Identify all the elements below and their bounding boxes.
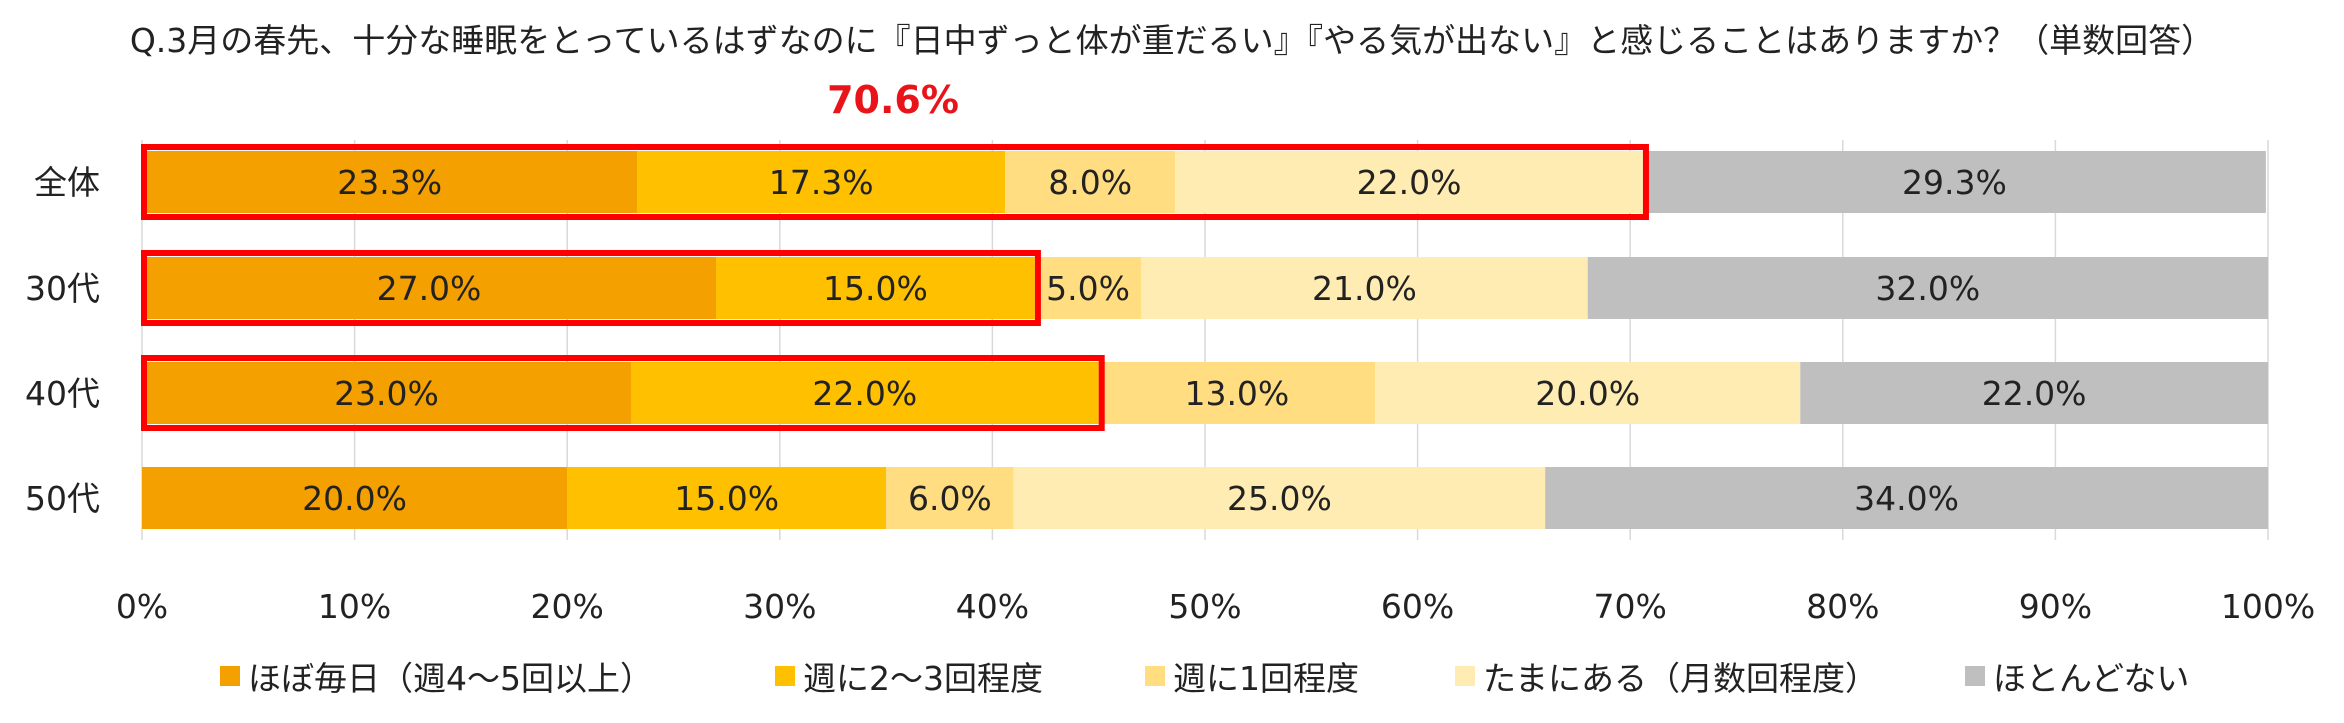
- legend-swatch: [1965, 666, 1985, 686]
- legend-item: 週に2～3回程度: [775, 652, 1043, 700]
- bar-segment: [716, 257, 1035, 319]
- bar-segment: [1005, 151, 1176, 213]
- stacked-bar-chart: 23.3% 17.3% 8.0% 22.0% 29.3% 27.0% 15.0% 5.0% 21…: [25, 140, 2315, 626]
- bar-segment: [142, 257, 717, 319]
- legend-label: 週に2～3回程度: [803, 659, 1043, 698]
- x-tick-label: 60%: [1381, 587, 1454, 626]
- legend-label: 週に1回程度: [1173, 659, 1359, 698]
- x-tick-label: 90%: [2019, 587, 2092, 626]
- bar-segment: [637, 151, 1006, 213]
- chart-title: Q.3月の春先、十分な睡眠をとっているはずなのに『日中ずっと体が重だるい』『やる…: [129, 21, 2215, 60]
- data-label: 29.3%: [1902, 163, 2007, 202]
- legend: ほぼ毎日（週4～5回以上） 週に2～3回程度 週に1回程度 たまにある（月数回程度） ほ…: [220, 652, 2220, 702]
- legend-swatch: [775, 666, 795, 686]
- highlight-box: [141, 250, 1041, 326]
- data-label: 8.0%: [1048, 163, 1132, 202]
- data-label: 20.0%: [302, 479, 407, 518]
- bar-segment: [1545, 467, 2268, 529]
- x-tick-label: 10%: [318, 587, 391, 626]
- legend-swatch: [1145, 666, 1165, 686]
- data-label: 17.3%: [769, 163, 874, 202]
- data-label: 27.0%: [377, 269, 482, 308]
- highlight-boxes: [141, 144, 1649, 431]
- category-label: 40代: [25, 374, 100, 413]
- data-label: 22.0%: [1357, 163, 1462, 202]
- bar-segment: [1141, 257, 1588, 319]
- category-labels: 全体 30代 40代 50代: [25, 163, 100, 518]
- data-label: 15.0%: [823, 269, 928, 308]
- category-label: 全体: [34, 163, 100, 202]
- bar-segment: [1098, 362, 1376, 424]
- legend-label: ほとんどない: [1993, 659, 2190, 698]
- data-label: 13.0%: [1184, 374, 1289, 413]
- data-label: 34.0%: [1854, 479, 1959, 518]
- legend-swatch: [220, 666, 240, 686]
- x-tick-label: 70%: [1594, 587, 1667, 626]
- data-label: 32.0%: [1875, 269, 1980, 308]
- bar-segment: [630, 362, 1099, 424]
- data-label: 5.0%: [1046, 269, 1130, 308]
- data-label: 23.3%: [337, 163, 442, 202]
- x-tick-label: 100%: [2221, 587, 2315, 626]
- data-label: 22.0%: [1982, 374, 2087, 413]
- bar-segment: [142, 151, 638, 213]
- bar-segment: [1800, 362, 2268, 424]
- bar-segment: [142, 467, 568, 529]
- bar-segment: [1587, 257, 2268, 319]
- x-tick-label: 30%: [743, 587, 816, 626]
- category-label: 50代: [25, 479, 100, 518]
- bar-segment: [1175, 151, 1643, 213]
- highlight-box: [141, 144, 1649, 220]
- x-tick-label: 80%: [1806, 587, 1879, 626]
- legend-label: たまにある（月数回程度）: [1483, 659, 1879, 698]
- data-label: 23.0%: [334, 374, 439, 413]
- legend-item: ほとんどない: [1965, 652, 2189, 700]
- legend-item: たまにある（月数回程度）: [1455, 652, 1878, 700]
- data-label: 15.0%: [674, 479, 779, 518]
- bar-segment: [567, 467, 887, 529]
- legend-item: 週に1回程度: [1145, 652, 1359, 700]
- legend-item: ほぼ毎日（週4～5回以上）: [220, 652, 653, 700]
- x-tick-labels: 0% 10% 20% 30% 40% 50% 60% 70% 80% 90% 100%: [116, 587, 2315, 626]
- x-tick-label: 50%: [1168, 587, 1241, 626]
- bar-segments: [142, 151, 2268, 529]
- data-label: 25.0%: [1227, 479, 1332, 518]
- bar-segment: [1375, 362, 1801, 424]
- category-label: 30代: [25, 269, 100, 308]
- x-tick-label: 20%: [531, 587, 604, 626]
- x-tick-label: 0%: [116, 587, 168, 626]
- legend-swatch: [1455, 666, 1475, 686]
- data-label: 6.0%: [908, 479, 992, 518]
- x-tick-label: 40%: [956, 587, 1029, 626]
- data-labels: 23.3% 17.3% 8.0% 22.0% 29.3% 27.0% 15.0% 5.0% 21…: [302, 163, 2086, 518]
- bar-segment: [1034, 257, 1142, 319]
- highlight-box: [141, 355, 1105, 431]
- data-label: 22.0%: [812, 374, 917, 413]
- total-callout-label: 70.6%: [827, 78, 959, 122]
- bar-segment: [1013, 467, 1546, 529]
- legend-label: ほぼ毎日（週4～5回以上）: [248, 659, 653, 698]
- bar-segment: [142, 362, 631, 424]
- bar-segment: [886, 467, 1014, 529]
- data-label: 21.0%: [1312, 269, 1417, 308]
- data-label: 20.0%: [1535, 374, 1640, 413]
- bar-segment: [1642, 151, 2266, 213]
